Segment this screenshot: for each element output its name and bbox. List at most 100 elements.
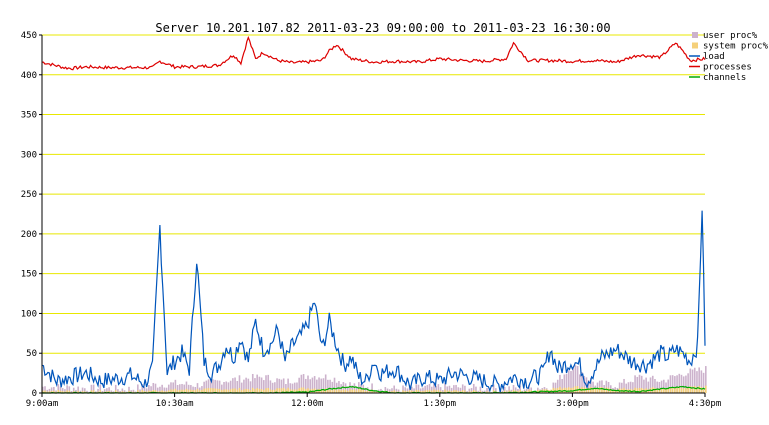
- bar-system-proc-: [338, 389, 340, 393]
- bar-user-proc-: [674, 376, 676, 393]
- bar-user-proc-: [72, 387, 75, 393]
- bar-system-proc-: [585, 387, 588, 393]
- bar-user-proc-: [77, 386, 79, 393]
- bar-system-proc-: [269, 389, 272, 393]
- bar-user-proc-: [353, 383, 356, 393]
- bar-user-proc-: [333, 377, 336, 393]
- bar-system-proc-: [660, 388, 663, 393]
- bar-system-proc-: [174, 388, 177, 393]
- bar-system-proc-: [470, 391, 473, 393]
- bar-user-proc-: [459, 387, 462, 393]
- bar-system-proc-: [680, 387, 683, 393]
- bar-user-proc-: [119, 390, 121, 393]
- bar-user-proc-: [570, 371, 572, 393]
- bar-user-proc-: [640, 375, 643, 393]
- bar-user-proc-: [437, 384, 440, 393]
- bar-system-proc-: [267, 387, 270, 393]
- bar-system-proc-: [596, 387, 599, 393]
- bar-system-proc-: [508, 390, 510, 393]
- bar-system-proc-: [232, 388, 234, 393]
- bar-user-proc-: [464, 385, 466, 393]
- legend-label: processes: [703, 63, 752, 73]
- bar-system-proc-: [42, 390, 44, 393]
- bar-system-proc-: [194, 390, 197, 393]
- bar-system-proc-: [358, 389, 360, 393]
- bar-user-proc-: [422, 387, 424, 393]
- bar-system-proc-: [83, 391, 86, 393]
- bar-user-proc-: [388, 389, 391, 393]
- bar-system-proc-: [61, 391, 64, 393]
- bar-system-proc-: [525, 390, 528, 393]
- bar-system-proc-: [165, 391, 168, 393]
- bar-user-proc-: [470, 388, 473, 393]
- bar-user-proc-: [172, 382, 174, 393]
- bar-system-proc-: [468, 391, 471, 393]
- bar-system-proc-: [346, 390, 349, 393]
- bar-system-proc-: [108, 390, 110, 393]
- bar-system-proc-: [282, 387, 285, 393]
- bar-user-proc-: [658, 381, 661, 393]
- bar-user-proc-: [143, 386, 146, 393]
- bar-user-proc-: [346, 387, 349, 393]
- bar-system-proc-: [488, 391, 491, 393]
- bar-system-proc-: [408, 390, 411, 393]
- x-axis-ticks: 9:00am 10:30am 12:00m 1:30pm 3:00pm 4:30pm: [26, 393, 721, 409]
- bar-user-proc-: [433, 383, 435, 393]
- bar-user-proc-: [240, 382, 243, 393]
- bar-user-proc-: [651, 375, 654, 393]
- bar-system-proc-: [320, 389, 323, 393]
- bar-user-proc-: [307, 375, 309, 393]
- x-tick-label: 9:00am: [26, 399, 59, 409]
- bar-system-proc-: [393, 390, 395, 393]
- bar-system-proc-: [298, 388, 300, 393]
- bar-user-proc-: [331, 381, 334, 393]
- bar-system-proc-: [240, 390, 243, 393]
- bar-user-proc-: [187, 384, 190, 393]
- bar-system-proc-: [360, 389, 362, 393]
- bar-system-proc-: [556, 387, 559, 393]
- bar-user-proc-: [654, 379, 656, 393]
- y-tick-label: 300: [21, 150, 37, 160]
- bar-user-proc-: [404, 387, 407, 393]
- bar-user-proc-: [99, 384, 102, 393]
- bar-system-proc-: [329, 389, 331, 393]
- bar-user-proc-: [161, 384, 163, 393]
- bar-user-proc-: [245, 377, 247, 393]
- bar-user-proc-: [369, 389, 371, 393]
- bar-user-proc-: [243, 379, 245, 393]
- bar-user-proc-: [64, 389, 66, 393]
- bar-system-proc-: [687, 387, 689, 393]
- bar-system-proc-: [426, 390, 429, 393]
- legend-label: system proc%: [703, 42, 769, 52]
- bar-user-proc-: [216, 380, 219, 393]
- bar-system-proc-: [428, 389, 431, 393]
- bar-user-proc-: [426, 385, 429, 393]
- bar-system-proc-: [307, 388, 309, 393]
- bar-user-proc-: [475, 386, 477, 393]
- line-series: [41, 35, 706, 394]
- bar-system-proc-: [302, 387, 305, 393]
- bar-system-proc-: [616, 389, 619, 393]
- bar-user-proc-: [145, 388, 148, 393]
- bar-user-proc-: [218, 380, 221, 393]
- bar-user-proc-: [156, 387, 159, 393]
- bar-user-proc-: [678, 373, 681, 393]
- bar-user-proc-: [302, 374, 305, 393]
- bar-user-proc-: [419, 388, 422, 393]
- bar-system-proc-: [461, 390, 464, 393]
- bar-user-proc-: [508, 386, 510, 393]
- bar-system-proc-: [254, 389, 256, 393]
- bar-system-proc-: [369, 391, 371, 393]
- bar-user-proc-: [559, 374, 561, 393]
- bar-user-proc-: [114, 384, 117, 393]
- bar-user-proc-: [181, 383, 183, 393]
- bar-user-proc-: [278, 378, 281, 393]
- bar-system-proc-: [300, 387, 303, 393]
- bar-user-proc-: [159, 386, 161, 393]
- bar-system-proc-: [351, 389, 353, 393]
- bar-user-proc-: [435, 385, 437, 393]
- bar-user-proc-: [567, 370, 570, 393]
- bar-user-proc-: [103, 389, 106, 393]
- bar-system-proc-: [565, 387, 568, 393]
- x-tick-label: 1:30pm: [424, 399, 457, 409]
